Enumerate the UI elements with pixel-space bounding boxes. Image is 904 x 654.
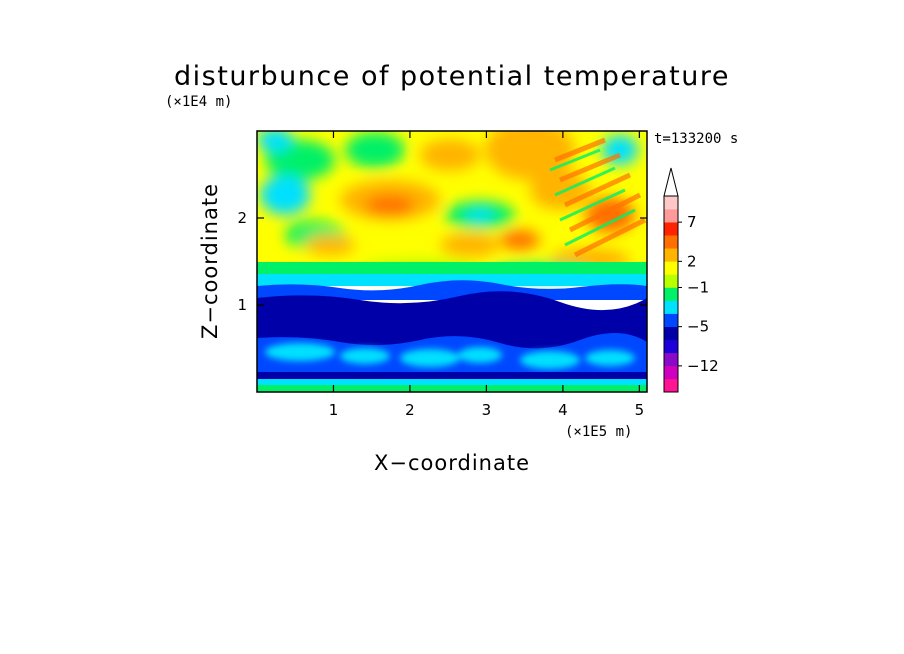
colorbar-swatch [664,196,678,210]
field-lower-features [265,343,635,369]
colorbar-swatch [664,365,678,380]
field-band-cyan [257,274,647,286]
field-upper-features [257,131,638,281]
field-band-navy [257,291,647,355]
time-label: t=133200 s [654,131,738,147]
colorbar-swatch [664,209,678,223]
x-tick-label: 1 [329,401,339,419]
colorbar-swatch [664,235,678,249]
colorbar-tick-label: −5 [687,318,709,336]
field-band-green [257,262,647,276]
field-band-blue [257,280,647,300]
colorbar-swatch [664,339,678,354]
colorbar-swatch [664,326,678,341]
field-bottom-green [257,385,647,392]
colorbar-arrow [663,167,679,197]
y-axis: 12 [237,209,647,314]
colorbar-swatch [664,222,678,236]
x-tick-label: 3 [482,401,492,419]
x-unit-label: (×1E5 m) [565,424,632,440]
y-tick-label: 1 [237,296,247,314]
chart-title: disturbunce of potential temperature [174,61,730,92]
colorbar-swatch [664,248,678,262]
field-thin-navy [257,372,647,379]
field-wave-pattern [549,137,647,258]
colorbar-swatch [664,287,678,301]
colorbar-swatch [664,313,678,327]
y-unit-label: (×1E4 m) [165,94,232,110]
colorbar-frame [663,195,679,393]
colorbar-swatch [664,378,678,393]
colorbar-swatch [664,274,678,288]
colorbar-swatch [664,352,678,367]
colorbar-tick-label: 2 [687,252,697,270]
y-tick-label: 2 [237,209,247,227]
y-axis-label: Z−coordinate [198,183,222,339]
colorbar-tick-label: −12 [687,357,719,375]
x-tick-label: 4 [558,401,568,419]
x-tick-label: 5 [635,401,645,419]
plot-frame [256,130,648,393]
colorbar-swatch [664,261,678,275]
x-axis-label: X−coordinate [374,451,530,475]
colorbar-tick-label: 7 [687,213,697,231]
x-tick-label: 2 [405,401,415,419]
colorbar: 7 2 −1 −5 −12 [663,167,719,393]
x-axis: 1 2 3 4 5 [329,131,644,419]
contour-field [257,131,647,392]
colorbar-swatch [664,300,678,314]
colorbar-tick-label: −1 [687,278,709,296]
